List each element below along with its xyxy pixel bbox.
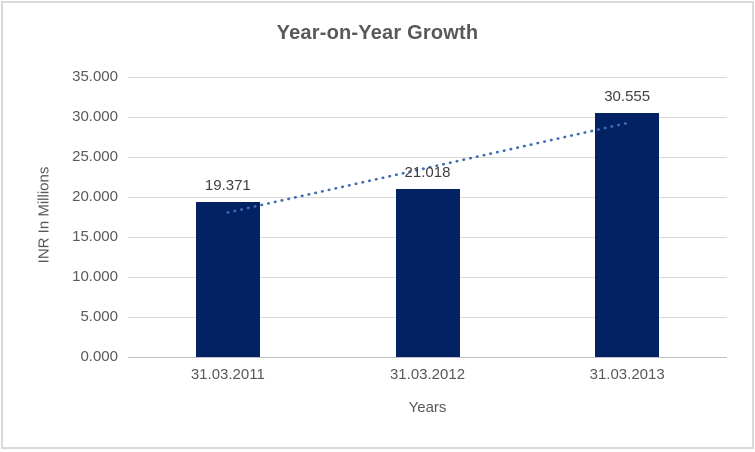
bar-value-label: 21.018 [404,164,451,181]
y-tick-label: 35.000 [72,68,118,85]
bar [195,202,260,357]
plot-area: 19.371 21.018 30.555 [128,77,727,358]
bar [595,113,660,357]
x-axis-title: Years [408,399,447,416]
bar-value-label: 30.555 [604,88,651,105]
y-tick-label: 20.000 [72,188,118,205]
x-tick-label: 31.03.2012 [389,366,466,383]
y-tick-label: 5.000 [80,308,118,325]
y-tick-label: 0.000 [80,348,118,365]
bar-value-label: 19.371 [204,177,251,194]
y-tick-label: 30.000 [72,108,118,125]
gridline [128,77,727,78]
x-axis: 31.03.2011 31.03.2012 31.03.2013 [128,366,727,386]
x-tick-label: 31.03.2013 [589,366,665,383]
gridline [128,117,727,118]
gridline [128,157,727,158]
y-tick-label: 25.000 [72,148,118,165]
y-tick-label: 10.000 [72,268,118,285]
x-axis-line [128,357,727,358]
x-tick-label: 31.03.2011 [190,366,265,383]
trendline [226,121,629,214]
chart-title: Year-on-Year Growth [276,22,479,44]
y-axis: 0.000 5.000 10.000 15.000 20.000 25.000 30.000… [0,68,118,365]
bar [395,189,460,357]
y-tick-label: 15.000 [72,228,118,245]
